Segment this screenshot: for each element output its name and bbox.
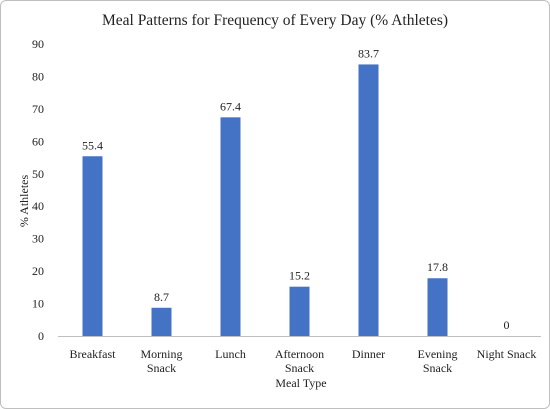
y-tick-label: 0 (38, 329, 44, 343)
bar (427, 278, 448, 336)
y-tick-label: 70 (32, 102, 44, 116)
bar (220, 117, 241, 336)
data-label: 8.7 (154, 290, 169, 304)
data-label: 83.7 (358, 46, 379, 60)
category-label-line: Snack (285, 361, 314, 375)
category-label-line: Evening (418, 347, 458, 361)
y-tick-label: 20 (32, 264, 44, 278)
data-labels: 55.4 8.7 67.4 15.2 83.7 17.8 0 (82, 46, 510, 332)
y-tick-label: 60 (32, 134, 44, 148)
data-label: 0 (504, 318, 510, 332)
data-label: 55.4 (82, 138, 103, 152)
category-label: Evening Snack (418, 347, 458, 375)
y-tick-label: 50 (32, 167, 44, 181)
bar (358, 64, 379, 336)
category-label-line: Lunch (215, 347, 246, 361)
category-label-line: Snack (147, 361, 176, 375)
category-label-line: Morning (141, 347, 183, 361)
y-axis-label: % Athletes (17, 175, 31, 228)
y-tick-label: 30 (32, 232, 44, 246)
chart-title: Meal Patterns for Frequency of Every Day… (102, 12, 448, 29)
y-axis-ticks: 0 10 20 30 40 50 60 70 80 90 (32, 37, 44, 343)
category-label-line: Night Snack (477, 347, 537, 361)
category-label-line: Snack (423, 361, 452, 375)
category-label: Morning Snack (141, 347, 183, 375)
category-label: Lunch (215, 347, 246, 361)
category-label: Night Snack (477, 347, 537, 361)
category-label-line: Dinner (352, 347, 385, 361)
category-label: Breakfast (70, 347, 117, 361)
category-label-line: Afternoon (275, 347, 324, 361)
bars (82, 64, 448, 336)
category-label: Dinner (352, 347, 385, 361)
y-tick-label: 80 (32, 69, 44, 83)
data-label: 15.2 (289, 269, 310, 283)
y-tick-label: 90 (32, 37, 44, 51)
bar (289, 286, 310, 336)
category-label: Afternoon Snack (275, 347, 324, 375)
x-axis-label: Meal Type (275, 376, 326, 390)
bar (82, 156, 103, 336)
y-tick-label: 10 (32, 297, 44, 311)
data-label: 17.8 (427, 260, 448, 274)
category-label-line: Breakfast (70, 347, 117, 361)
y-tick-label: 40 (32, 199, 44, 213)
bar (151, 307, 172, 336)
data-label: 67.4 (220, 99, 241, 113)
